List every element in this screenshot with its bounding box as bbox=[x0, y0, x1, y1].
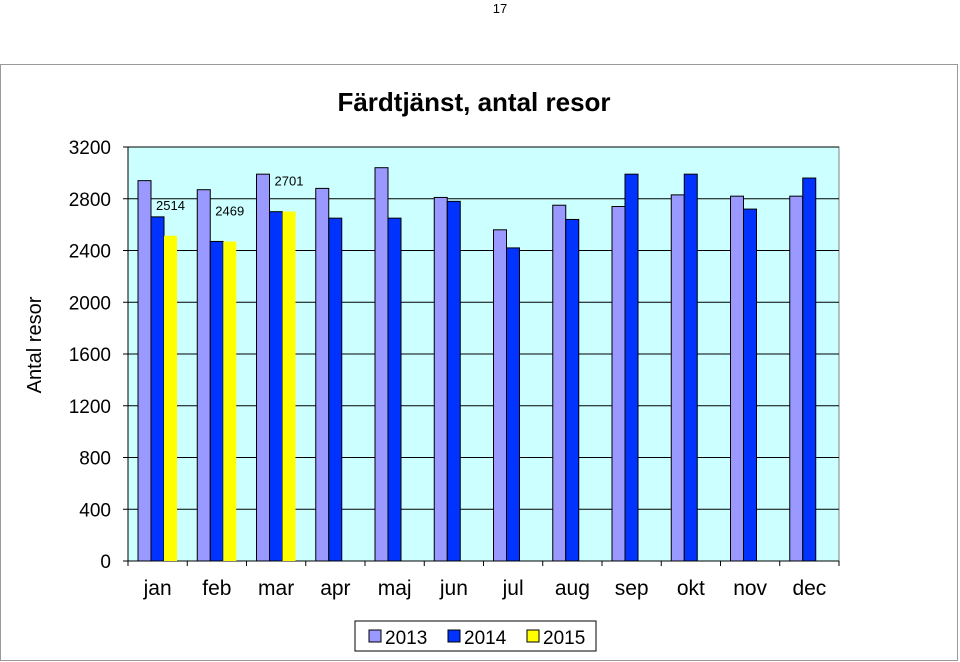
chart-title: Färdtjänst, antal resor bbox=[337, 87, 610, 117]
bar-chart: 0 400 800 1200 1600 2000 2400 2800 3200 jan feb mar… bbox=[24, 87, 840, 652]
bar-2013-apr bbox=[315, 187, 330, 562]
x-tick-label: maj bbox=[378, 577, 412, 600]
axis-labels: 0 400 800 1200 1600 2000 2400 2800 3200 jan feb mar… bbox=[69, 138, 840, 600]
x-tick-label: okt bbox=[677, 577, 705, 600]
bar-2013-mar bbox=[256, 173, 270, 562]
x-tick-label: feb bbox=[202, 577, 231, 600]
legend-box bbox=[354, 620, 597, 652]
bar-2014-sep bbox=[624, 173, 639, 562]
legend-label: 2013 bbox=[385, 628, 427, 649]
y-tick-label: 3200 bbox=[69, 138, 111, 159]
plot-area bbox=[127, 146, 840, 562]
x-tick-label: nov bbox=[733, 577, 767, 600]
y-tick-label: 1600 bbox=[69, 345, 111, 366]
y-tick-label: 800 bbox=[79, 449, 111, 470]
x-tick-label: jul bbox=[502, 577, 524, 600]
y-tick-label: 400 bbox=[79, 500, 111, 521]
bar-2014-jan bbox=[150, 216, 165, 562]
bar-2013-sep bbox=[611, 206, 626, 562]
bar-2013-jun bbox=[433, 196, 448, 562]
chart-frame: 0 400 800 1200 1600 2000 2400 2800 3200 jan feb mar… bbox=[0, 64, 958, 661]
legend-swatch-2015 bbox=[526, 629, 540, 643]
bar-2015-jan bbox=[164, 235, 177, 561]
bar-2013-aug bbox=[552, 204, 567, 562]
legend-swatch-2013 bbox=[368, 629, 382, 643]
bars bbox=[137, 167, 817, 562]
y-tick-label: 1200 bbox=[69, 397, 111, 418]
bar-2014-nov bbox=[743, 208, 757, 562]
bar-2013-dec bbox=[789, 195, 804, 562]
bar-2013-maj bbox=[374, 167, 389, 562]
legend-label: 2014 bbox=[464, 628, 507, 649]
x-tick-label: jan bbox=[143, 577, 172, 600]
data-label: 2514 bbox=[156, 198, 185, 213]
bar-2014-apr bbox=[328, 217, 343, 562]
bar-2014-jun bbox=[446, 200, 461, 562]
x-tick-label: aug bbox=[555, 577, 590, 600]
x-tick-label: sep bbox=[615, 577, 649, 600]
data-label: 2701 bbox=[275, 174, 304, 189]
bar-2013-nov bbox=[730, 195, 744, 562]
bar-2015-mar bbox=[282, 211, 296, 562]
bar-2014-okt bbox=[683, 173, 698, 562]
bar-2015-feb bbox=[223, 241, 237, 561]
y-tick-label: 2800 bbox=[69, 190, 111, 211]
bar-2013-okt bbox=[670, 194, 685, 562]
bar-2014-dec bbox=[802, 177, 817, 562]
x-tick-label: apr bbox=[320, 577, 350, 600]
x-tick-label: mar bbox=[258, 577, 294, 600]
bar-2013-jul bbox=[493, 229, 507, 562]
bar-2014-jul bbox=[506, 247, 520, 562]
page-number: 17 bbox=[492, 1, 508, 16]
legend: 2013 2014 2015 bbox=[354, 620, 597, 652]
bar-2014-aug bbox=[565, 218, 580, 562]
legend-swatch-2014 bbox=[447, 629, 461, 643]
data-label: 2469 bbox=[215, 204, 244, 219]
bar-2013-jan bbox=[137, 180, 152, 562]
bar-2013-feb bbox=[196, 189, 211, 562]
y-axis-title: Antal resor bbox=[24, 296, 46, 393]
y-tick-label: 2400 bbox=[69, 242, 111, 263]
legend-label: 2015 bbox=[543, 628, 585, 649]
bar-2014-mar bbox=[269, 211, 283, 562]
x-tick-label: jun bbox=[439, 577, 468, 600]
y-tick-label: 0 bbox=[100, 552, 111, 573]
x-tick-label: dec bbox=[792, 577, 826, 600]
bar-2014-feb bbox=[209, 240, 224, 562]
y-tick-label: 2000 bbox=[69, 293, 111, 314]
bar-2014-maj bbox=[387, 217, 402, 562]
